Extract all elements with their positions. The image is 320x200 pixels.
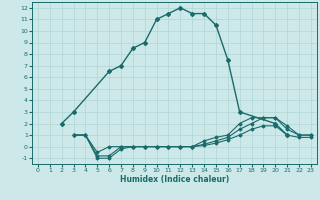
- X-axis label: Humidex (Indice chaleur): Humidex (Indice chaleur): [120, 175, 229, 184]
